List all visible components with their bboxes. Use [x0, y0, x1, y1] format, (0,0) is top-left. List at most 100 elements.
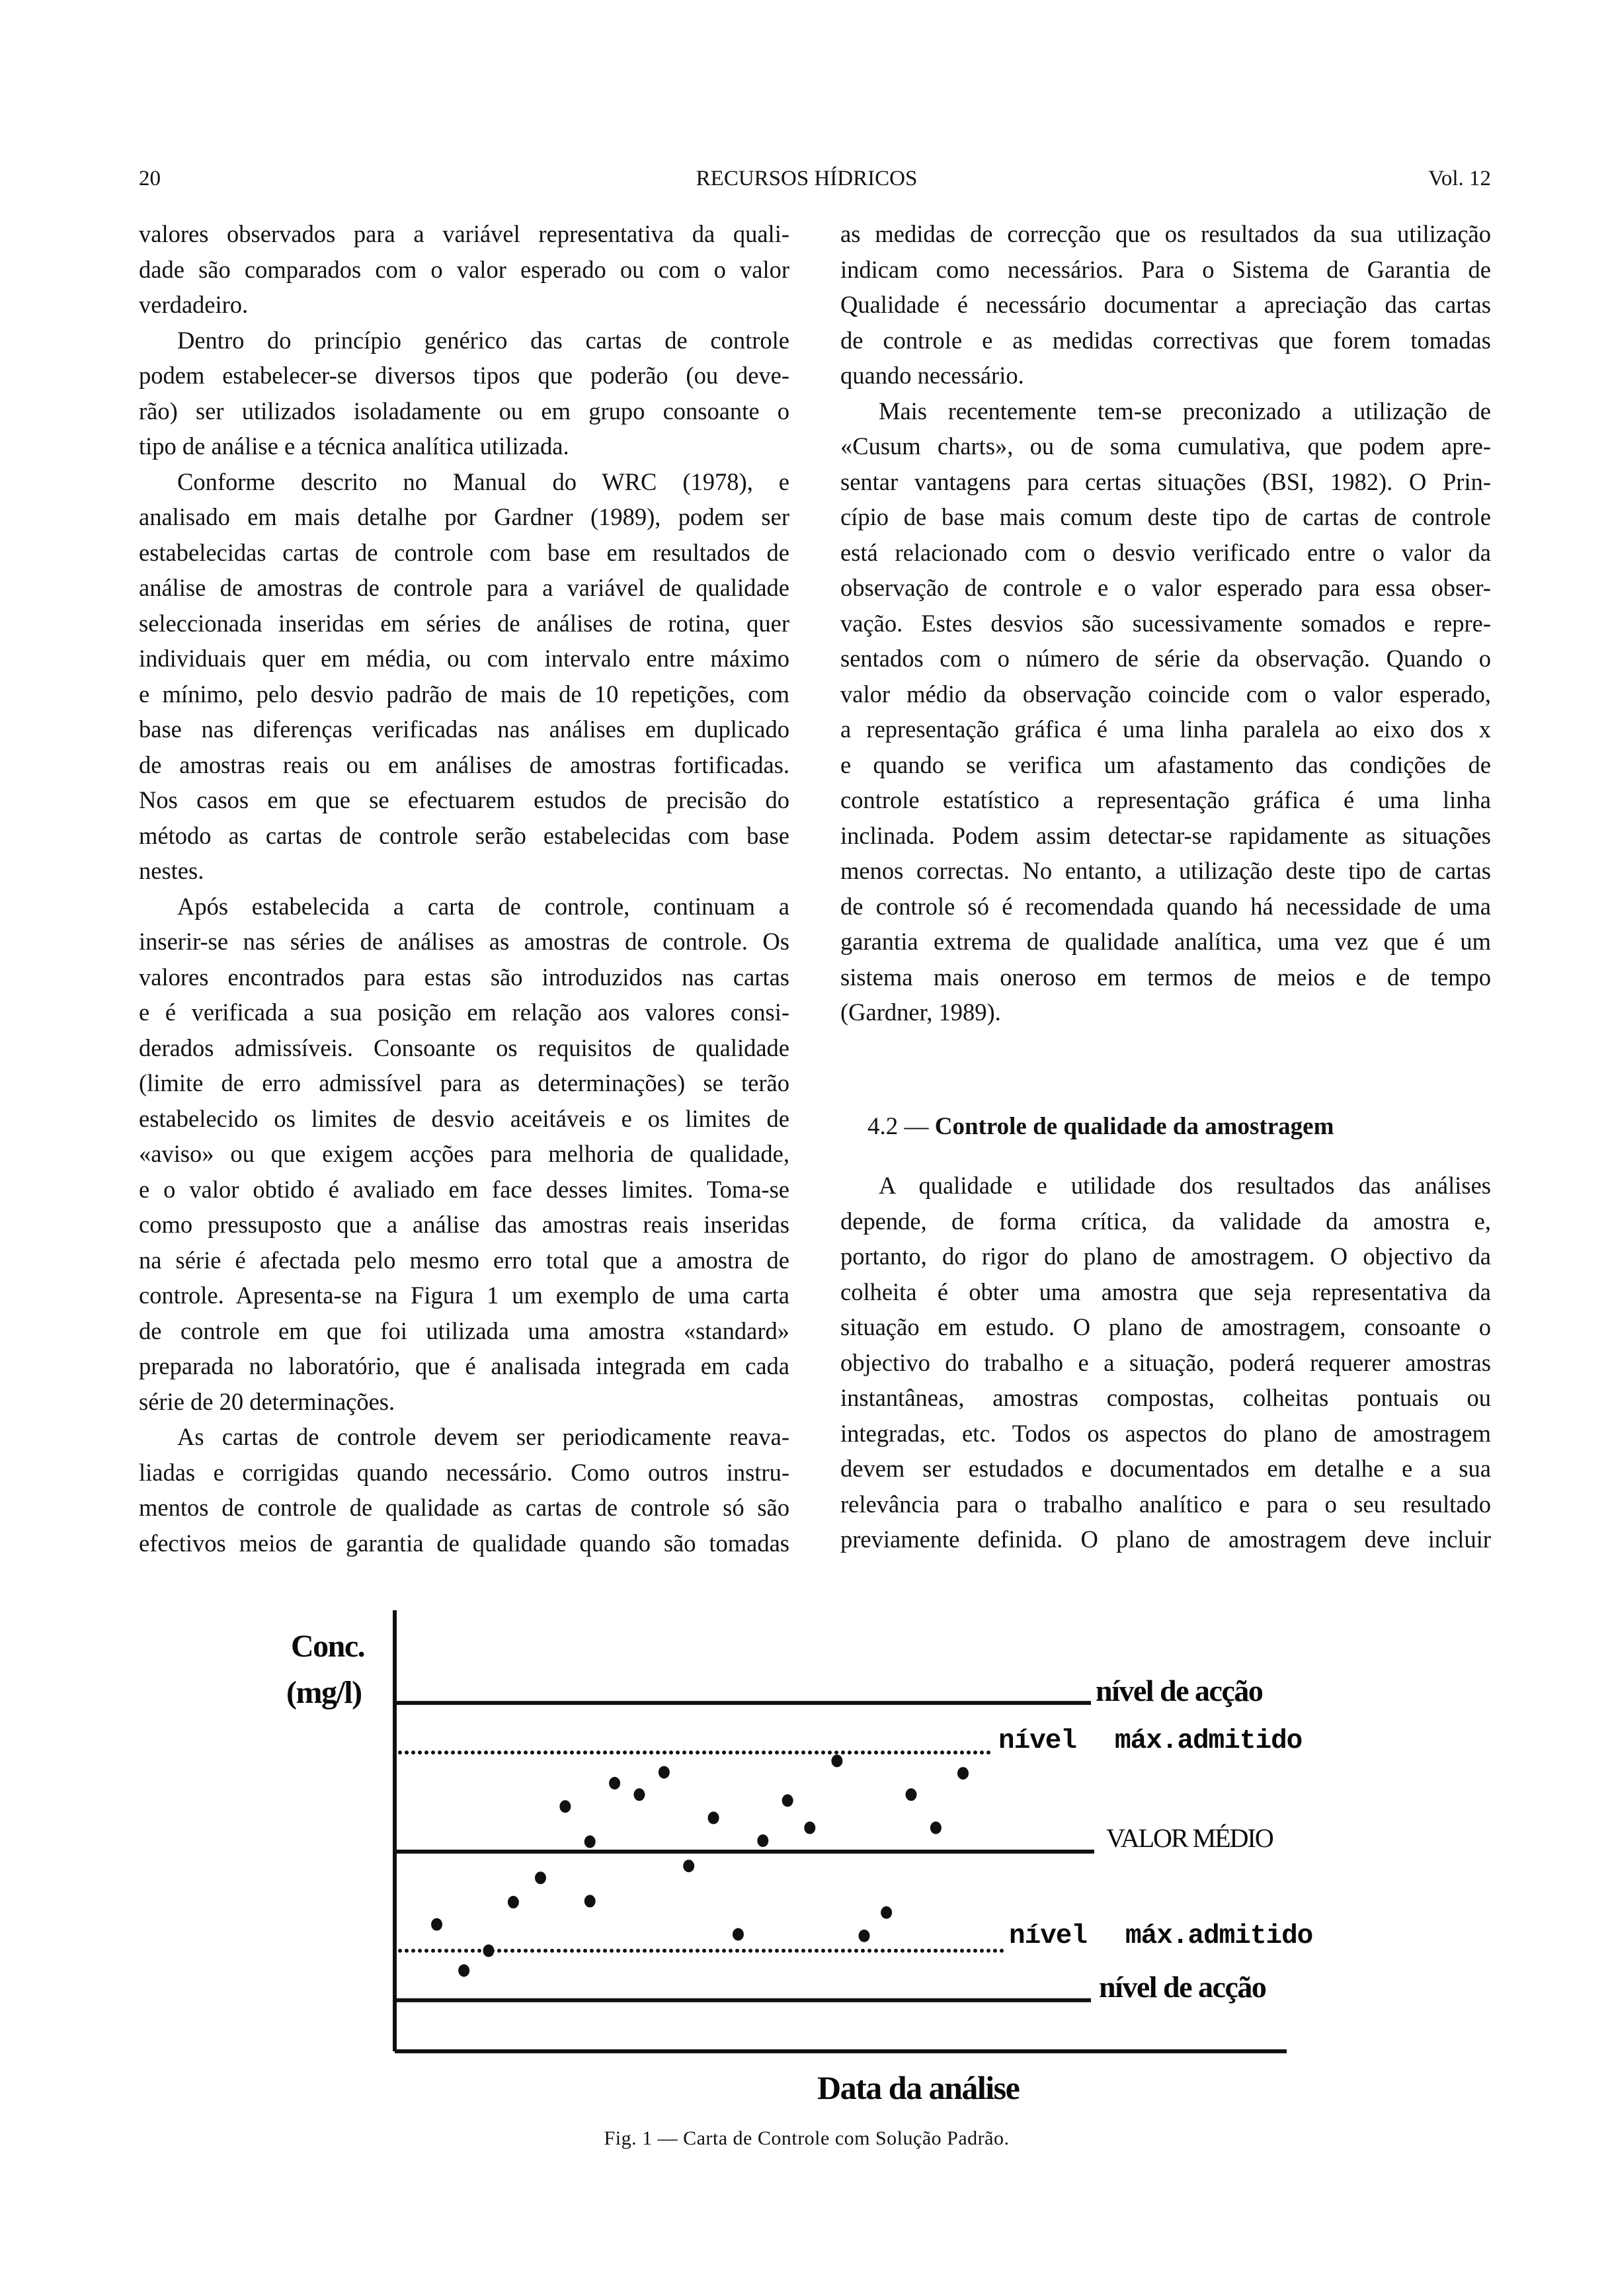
lower-warning-label-a: nível: [1009, 1921, 1088, 1951]
data-point: [584, 1895, 596, 1908]
text-line: observação de controle e o valor esperad…: [840, 574, 1491, 601]
page-number: 20: [139, 167, 161, 190]
text-line: inserir-se nas séries de análises as amo…: [139, 928, 789, 955]
text-line: de controle e as medidas correctivas que…: [840, 326, 1491, 354]
text-line: as medidas de correcção que os resultado…: [840, 220, 1491, 247]
text-line: (limite de erro admissível para as deter…: [139, 1069, 789, 1096]
lower-warning-label-b: máx.admitido: [1125, 1921, 1313, 1951]
text-line: objectivo do trabalho e a situação, pode…: [840, 1348, 1491, 1376]
data-point: [431, 1918, 443, 1931]
data-point: [732, 1928, 744, 1941]
text-line: indicam como necessários. Para o Sistema…: [840, 255, 1491, 283]
text-line: nestes.: [139, 857, 204, 884]
upper-warning-label-a: nível: [998, 1726, 1077, 1756]
text-line: (Gardner, 1989).: [840, 999, 1001, 1026]
volume-label: Vol. 12: [1428, 167, 1491, 190]
left-column: valores observados para a variável repre…: [139, 216, 789, 1561]
text-line: integradas, etc. Todos os aspectos do pl…: [840, 1419, 1491, 1447]
upper-action-label: nível de acção: [1096, 1674, 1264, 1707]
text-line: controle. Apresenta-se na Figura 1 um ex…: [139, 1282, 789, 1309]
lower-action-label: nível de acção: [1099, 1970, 1267, 2004]
text-line: na série é afectada pelo mesmo erro tota…: [139, 1246, 789, 1274]
text-line: previamente definida. O plano de amostra…: [840, 1526, 1491, 1553]
text-line: derados admissíveis. Consoante os requis…: [139, 1034, 789, 1061]
upper-warning-label: nível máx.admitido: [998, 1726, 1303, 1756]
data-point: [831, 1754, 843, 1768]
text-line: análise de amostras de controle para a v…: [139, 574, 789, 601]
text-line: valores encontrados para estas são intro…: [139, 963, 789, 991]
figure-caption: Fig. 1 — Carta de Controle com Solução P…: [604, 2127, 1010, 2149]
data-point: [905, 1788, 917, 1801]
text-line: e mínimo, pelo desvio padrão de mais de …: [139, 680, 789, 708]
data-point: [534, 1871, 546, 1885]
section-number: 4.2 —: [867, 1113, 929, 1140]
text-line: estabelecido os limites de desvio aceitá…: [139, 1104, 789, 1132]
data-point: [609, 1777, 621, 1790]
right-column-section-text: A qualidade e utilidade dos resultados d…: [840, 1168, 1491, 1557]
text-line: a representação gráfica é uma linha para…: [840, 716, 1491, 743]
text-line: tipo de análise e a técnica analítica ut…: [139, 432, 569, 460]
text-line: Conforme descrito no Manual do WRC (1978…: [177, 468, 789, 495]
text-line: liadas e corrigidas quando necessário. C…: [139, 1458, 789, 1486]
section-heading: 4.2 — Controle de qualidade da amostrage…: [867, 1109, 1334, 1145]
text-line: vação. Estes desvios são sucessivamente …: [840, 609, 1491, 637]
text-line: cípio de base mais comum deste tipo de c…: [840, 503, 1491, 530]
text-line: A qualidade e utilidade dos resultados d…: [879, 1172, 1491, 1199]
upper-warning-label-b: máx.admitido: [1115, 1726, 1303, 1756]
text-line: podem estabelecer-se diversos tipos que …: [139, 362, 789, 389]
text-line: relevância para o trabalho analítico e p…: [840, 1490, 1491, 1518]
text-line: sistema mais oneroso em termos de meios …: [840, 963, 1491, 991]
text-line: devem ser estudados e documentados em de…: [840, 1455, 1491, 1482]
data-point: [584, 1835, 596, 1848]
text-line: de controle só é recomendada quando há n…: [840, 892, 1491, 920]
text-line: «aviso» ou que exigem acções para melhor…: [139, 1140, 789, 1167]
text-line: de amostras reais ou em análises de amos…: [139, 751, 789, 778]
text-line: preparada no laboratório, que é analisad…: [139, 1352, 789, 1379]
data-point: [707, 1811, 719, 1824]
text-line: analisado em mais detalhe por Gardner (1…: [139, 503, 789, 530]
text-line: Mais recentemente tem-se preconizado a u…: [879, 397, 1491, 425]
text-line: colheita é obter uma amostra que seja re…: [840, 1278, 1491, 1305]
text-line: de controle em que foi utilizada uma amo…: [139, 1317, 789, 1344]
text-line: dade são comparados com o valor esperado…: [139, 255, 789, 283]
data-point: [559, 1800, 571, 1813]
data-point: [683, 1860, 695, 1873]
text-line: garantia extrema de qualidade analítica,…: [840, 928, 1491, 955]
data-point: [507, 1895, 519, 1908]
x-axis-label: Data da análise: [817, 2069, 1020, 2106]
text-line: Qualidade é necessário documentar a apre…: [840, 291, 1491, 318]
text-line: série de 20 determinações.: [139, 1387, 395, 1415]
y-axis-label-line2: (mg/l): [286, 1675, 362, 1710]
data-point: [757, 1834, 769, 1847]
text-line: seleccionada inseridas em séries de anál…: [139, 609, 789, 637]
text-line: verdadeiro.: [139, 291, 249, 318]
text-line: instantâneas, amostras compostas, colhei…: [840, 1384, 1491, 1411]
text-line: quando necessário.: [840, 362, 1024, 389]
journal-title: RECURSOS HÍDRICOS: [696, 167, 918, 190]
mean-label: VALOR MÉDIO: [1106, 1823, 1274, 1853]
text-line: mentos de controle de qualidade as carta…: [139, 1494, 789, 1521]
data-point: [458, 1964, 470, 1977]
text-line: e quando se verifica um afastamento das …: [840, 751, 1491, 778]
text-line: valor médio da observação coincide com o…: [840, 680, 1491, 708]
section-title: Controle de qualidade da amostragem: [934, 1113, 1334, 1140]
text-line: inclinada. Podem assim detectar-se rapid…: [840, 821, 1491, 849]
text-line: está relacionado com o desvio verificado…: [840, 538, 1491, 566]
data-point: [858, 1929, 870, 1942]
text-line: valores observados para a variável repre…: [139, 220, 789, 247]
text-line: rão) ser utilizados isoladamente ou em g…: [139, 397, 789, 425]
text-line: Dentro do princípio genérico das cartas …: [177, 326, 789, 354]
data-point: [957, 1767, 969, 1780]
text-line: e o valor obtido é avaliado em face dess…: [139, 1175, 789, 1203]
text-line: As cartas de controle devem ser periodic…: [177, 1423, 789, 1450]
text-line: controle estatístico a representação grá…: [840, 786, 1491, 813]
data-point: [483, 1944, 495, 1957]
text-line: efectivos meios de garantia de qualidade…: [139, 1529, 789, 1557]
text-line: depende, de forma crítica, da validade d…: [840, 1207, 1491, 1235]
text-line: Após estabelecida a carta de controle, c…: [177, 892, 789, 920]
data-point: [633, 1788, 645, 1801]
text-line: estabelecidas cartas de controle com bas…: [139, 538, 789, 566]
lower-warning-label: nível máx.admitido: [1009, 1921, 1313, 1951]
text-line: sentar vantagens para certas situações (…: [840, 468, 1491, 495]
